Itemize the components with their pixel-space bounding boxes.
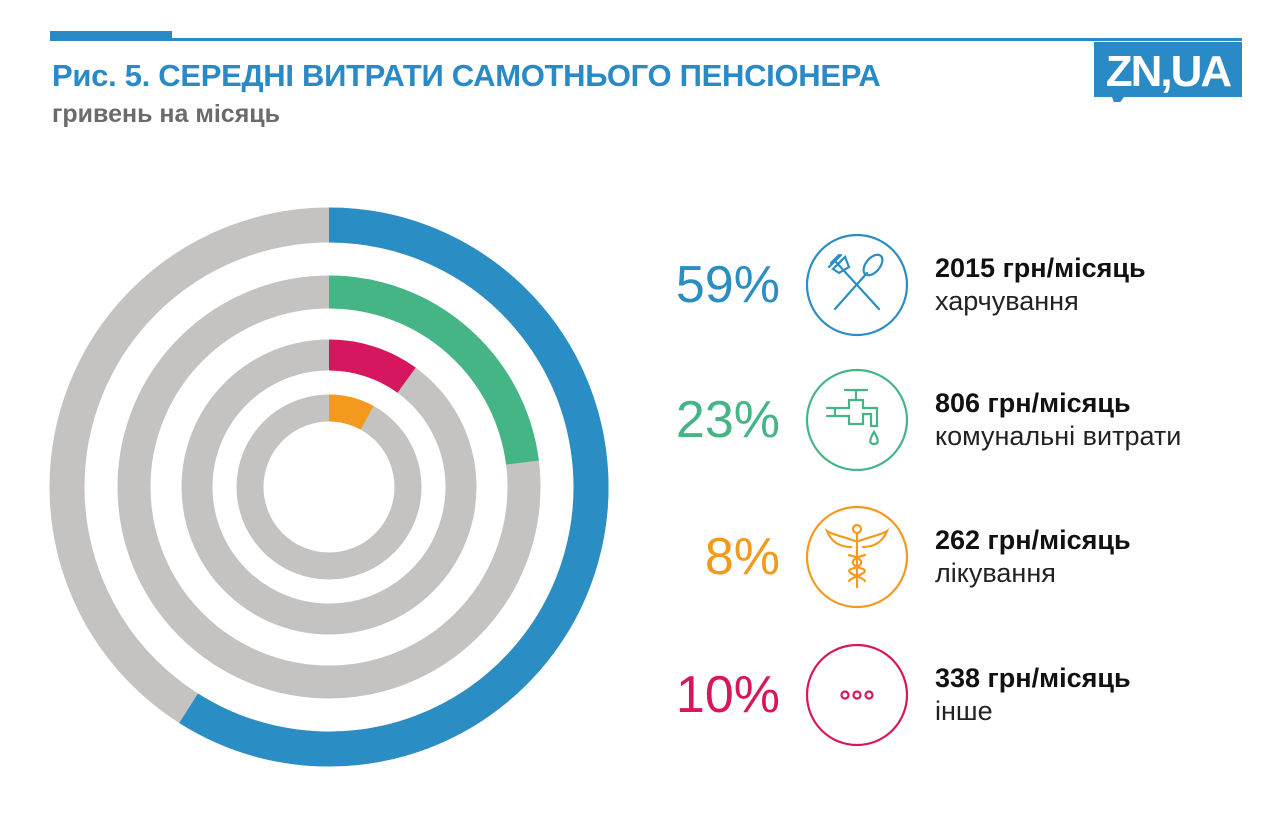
legend-item: 10% 338 грн/місяць інше [640, 643, 1260, 753]
fork-spoon-icon [805, 233, 909, 337]
ring-track [236, 394, 422, 580]
legend-item: 23% 806 грн/місяць комунальні витрати [640, 368, 1260, 478]
ring-bar-0 [179, 207, 609, 767]
chart-title: Рис. 5. СЕРЕДНІ ВИТРАТИ САМОТНЬОГО ПЕНСІ… [52, 58, 881, 93]
water-tap-icon [805, 368, 909, 472]
percent-label: 10% [675, 666, 780, 724]
legend-item: 8% 262 грн/місяць лікування [640, 505, 1260, 615]
category-label: лікування [935, 558, 1056, 588]
percent-label: 23% [675, 391, 780, 449]
category-label: харчування [935, 286, 1079, 316]
header-rule-accent [50, 31, 172, 41]
amount-label: 806 грн/місяць [935, 388, 1131, 418]
amount-label: 2015 грн/місяць [935, 253, 1146, 283]
zn-ua-logo: ZN,UA [1094, 42, 1242, 102]
legend-item: 59% 2015 грн/місяць харчування [640, 233, 1260, 343]
category-label: інше [935, 696, 993, 726]
amount-label: 262 грн/місяць [935, 525, 1131, 555]
svg-text:ZN,UA: ZN,UA [1106, 47, 1232, 96]
ring-bar-2 [328, 339, 416, 394]
category-label: комунальні витрати [935, 421, 1182, 451]
header-rule [50, 38, 1242, 41]
caduceus-icon [805, 505, 909, 609]
chart-subtitle: гривень на місяць [52, 100, 281, 128]
amount-label: 338 грн/місяць [935, 663, 1131, 693]
percent-label: 59% [675, 256, 780, 314]
ring-bar-1 [328, 275, 539, 465]
radial-bar-chart [49, 207, 609, 767]
ring-bar-3 [328, 394, 374, 430]
percent-label: 8% [704, 528, 780, 586]
ellipsis-icon [805, 643, 909, 747]
